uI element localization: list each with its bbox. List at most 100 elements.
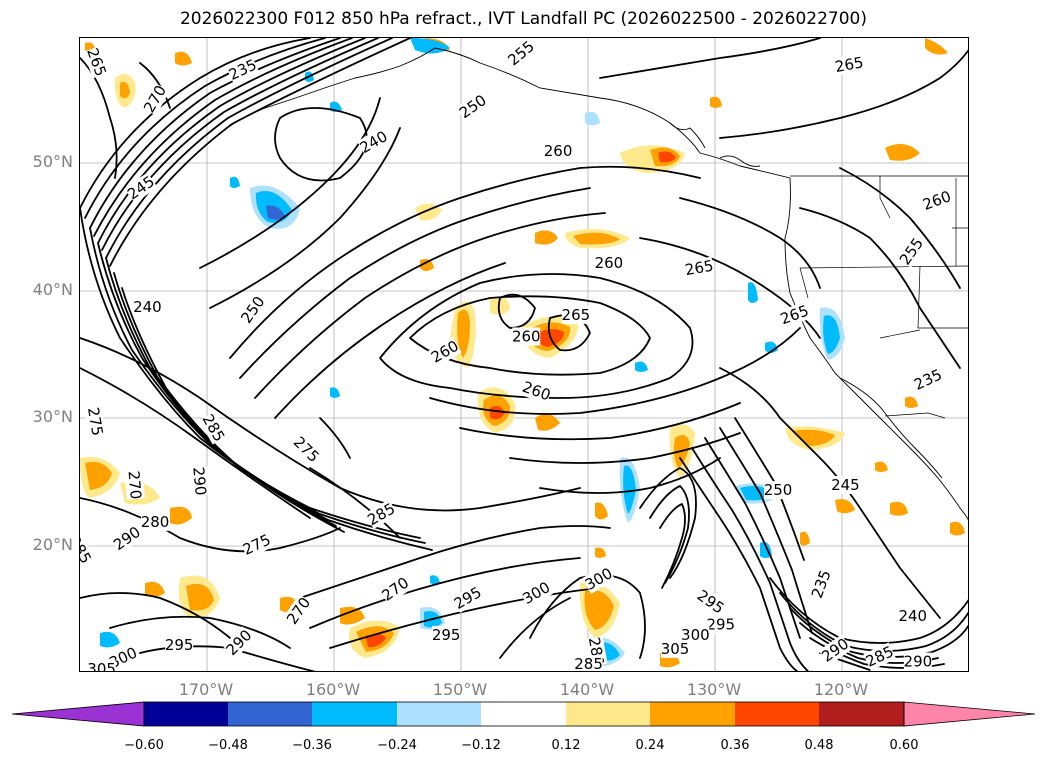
- colorbar-bin-9: [819, 702, 904, 726]
- colorbar-bin-1: [144, 702, 228, 726]
- contour-label: 260: [920, 187, 953, 214]
- negative-anomaly-shading: [100, 38, 845, 667]
- contour-label-bg: [920, 187, 954, 214]
- colorbar-tick: −0.12: [461, 738, 501, 753]
- political-borders: [790, 175, 968, 419]
- contour-label: 300: [681, 626, 710, 644]
- contour-label-bg: [561, 305, 590, 324]
- map-panel: 265 270 235 245 240 250 255 260 265 260 255 265 260 2…: [79, 37, 969, 672]
- contour-label-bg: [124, 470, 145, 500]
- contour-label-bg: [165, 636, 194, 655]
- contour-label: 295: [694, 586, 728, 617]
- contour-label-bg: [807, 567, 835, 601]
- colorbar-tick: −0.24: [377, 738, 417, 753]
- colorbar-tick: 0.24: [635, 738, 665, 753]
- colorbar-extend-high: [903, 701, 1036, 727]
- lon-label-170w: 170°W: [178, 680, 234, 699]
- contour-label: 235: [911, 365, 945, 393]
- contour-label-bg: [378, 573, 412, 605]
- lon-label-140w: 140°W: [559, 680, 615, 699]
- contour-label: 240: [898, 607, 927, 625]
- lat-label-30n: 30°N: [32, 407, 73, 426]
- colorbar-bin-6: [566, 702, 650, 726]
- contour-label-bg: [364, 499, 398, 530]
- contour-label-bg: [141, 512, 170, 531]
- colorbar-tick: 0.48: [804, 738, 834, 753]
- contour-label-bg: [683, 256, 715, 280]
- contour-label: 270: [124, 470, 144, 500]
- contour-label: 285: [364, 499, 398, 529]
- contour-label: 260: [512, 327, 541, 345]
- contour-label-bg: [451, 583, 485, 613]
- contour-label-bg: [693, 586, 728, 618]
- contour-label-bg: [661, 639, 690, 658]
- contour-label-bg: [903, 652, 932, 671]
- lon-label-130w: 130°W: [686, 680, 742, 699]
- contour-label: 255: [896, 234, 927, 268]
- contour-label-bg: [818, 634, 852, 666]
- contour-label: 260: [544, 142, 573, 160]
- contour-label-bg: [222, 626, 256, 659]
- contour-label: 265: [83, 46, 110, 79]
- contour-label-bg: [898, 606, 927, 625]
- contour-label-bg: [896, 234, 927, 268]
- lat-label-20n: 20°N: [32, 535, 73, 554]
- contour-label-bg: [863, 642, 897, 671]
- contour-label: 235: [808, 568, 835, 601]
- colorbar-tick: 0.12: [551, 738, 581, 753]
- contour-label: 290: [110, 523, 144, 554]
- contour-label-bg: [544, 142, 573, 161]
- contour-label-bg: [290, 433, 323, 466]
- contour-label: 305: [661, 640, 690, 658]
- contour-label: 260: [595, 254, 624, 272]
- contour-label-bg: [237, 293, 269, 327]
- contour-label-bg: [681, 625, 710, 644]
- contour-label-bg: [456, 91, 490, 122]
- contour-label-bg: [283, 594, 315, 628]
- contour-label: 290: [904, 653, 933, 671]
- contour-label: 250: [764, 481, 793, 499]
- lon-label-120w: 120°W: [813, 680, 869, 699]
- contour-label: 240: [133, 298, 162, 316]
- colorbar-tick: −0.60: [124, 738, 164, 753]
- contour-label-bg: [110, 522, 144, 554]
- contour-label-bg: [432, 625, 461, 644]
- contour-label: 255: [504, 38, 538, 69]
- contour-label-bg: [140, 82, 170, 116]
- colorbar-tick: 0.36: [720, 738, 750, 753]
- contour-label-bg: [519, 578, 554, 608]
- map-title: 2026022300 F012 850 hPa refract., IVT La…: [179, 9, 867, 29]
- contour-label-bg: [504, 38, 538, 70]
- contour-label-bg: [833, 53, 865, 76]
- contour-label: 295: [165, 636, 194, 654]
- colorbar-tick: −0.48: [208, 738, 248, 753]
- lon-label-160w: 160°W: [305, 680, 361, 699]
- contour-label: 290: [189, 466, 209, 496]
- contour-label-bg: [87, 660, 116, 671]
- contour-label-bg: [357, 127, 391, 157]
- contour-label-bg: [582, 564, 616, 594]
- colorbar-extend-low: [11, 701, 145, 727]
- contour-label: 265: [684, 257, 715, 280]
- contour-label-bg: [124, 172, 158, 204]
- contour-label-bg: [240, 530, 274, 559]
- contour-label: 265: [562, 306, 591, 324]
- contour-label: 295: [432, 626, 461, 644]
- contour-label: 260: [520, 378, 553, 405]
- contour-label: 240: [357, 127, 391, 157]
- contour-label: 270: [140, 82, 170, 116]
- contour-label-bg: [512, 327, 541, 346]
- colorbar-bin-8: [735, 702, 819, 726]
- contour-label-bg: [133, 298, 162, 317]
- colorbar-bin-5: [481, 702, 566, 726]
- contour-label: 245: [831, 476, 860, 494]
- contour-label-bg: [189, 466, 210, 496]
- contour-label-bg: [83, 45, 110, 79]
- contour-label-bg: [764, 481, 793, 500]
- contour-labels: 265 270 235 245 240 250 255 260 265 260 255 265 260 2…: [80, 38, 954, 671]
- colorbar-bin-4: [397, 702, 481, 726]
- colorbar-bin-7: [650, 702, 735, 726]
- contour-label: 275: [240, 531, 274, 559]
- contour-label-bg: [831, 476, 860, 495]
- contour-label-bg: [706, 615, 735, 634]
